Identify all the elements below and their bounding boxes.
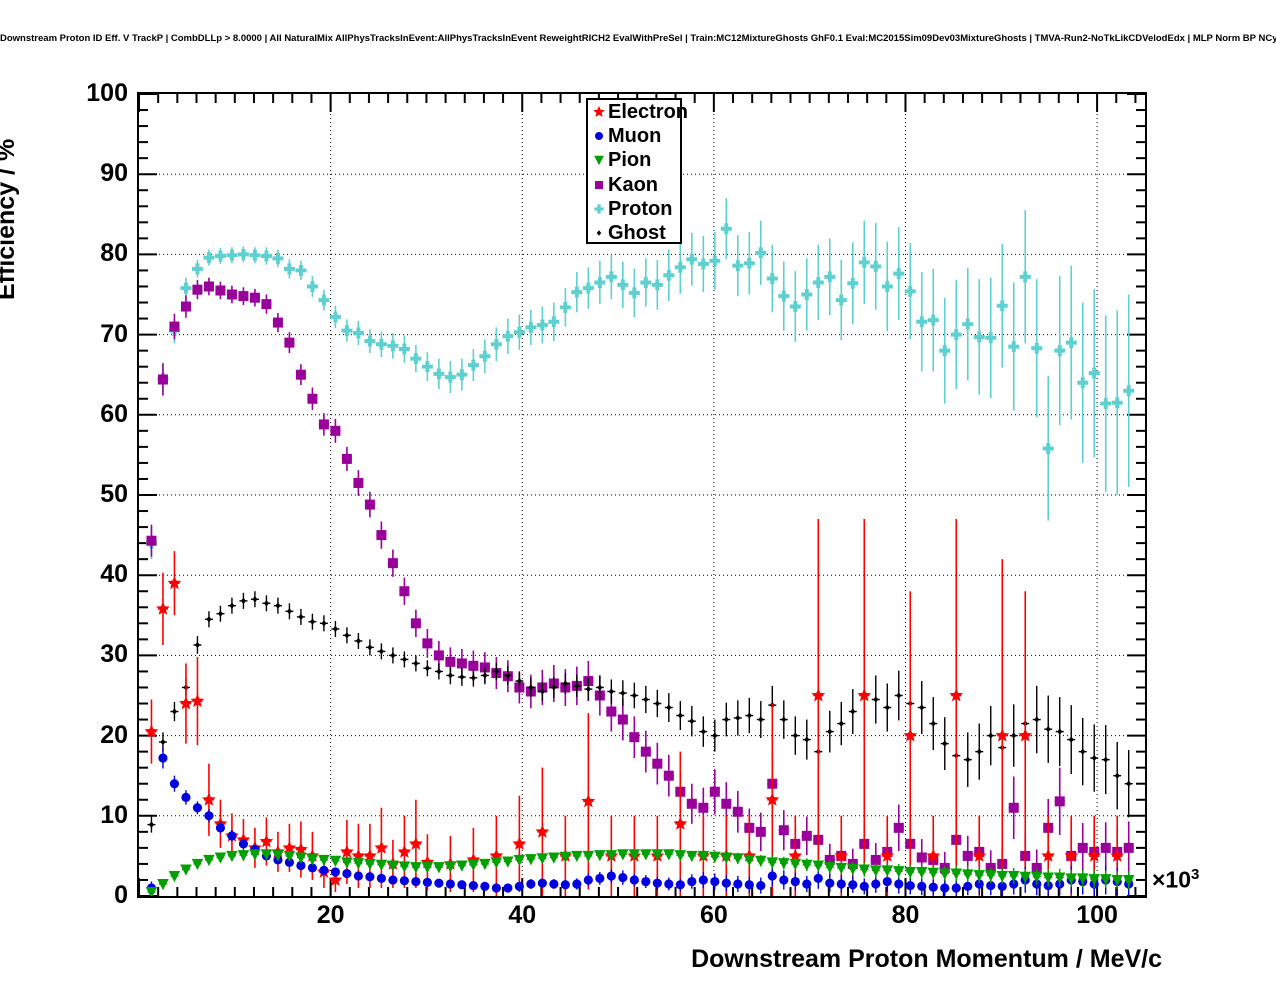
series-ghost [147, 591, 1133, 833]
x-axis-title: Downstream Proton Momentum / MeV/c [691, 945, 1162, 973]
y-tick-label: 70 [100, 319, 128, 348]
axis-ticks [139, 94, 1145, 896]
y-tick-label: 100 [86, 79, 128, 107]
y-tick-label: 80 [100, 239, 128, 268]
legend-item-muon[interactable]: Muon [588, 124, 680, 148]
data-layer [139, 94, 1145, 896]
y-tick-label: 0 [114, 881, 128, 909]
x-axis-tick-labels: 20 40 60 80 100 [0, 903, 1276, 943]
square-icon [591, 176, 607, 194]
series-kaon [146, 277, 1134, 887]
triangle-up-icon [591, 103, 607, 121]
series-muon [146, 747, 1134, 896]
legend-item-ghost[interactable]: Ghost [588, 221, 680, 245]
page-title: Downstream Proton ID Eff. V TrackP | Com… [0, 33, 1276, 44]
grid-lines [139, 94, 1145, 896]
legend-item-label: Kaon [608, 173, 658, 196]
circle-icon [591, 127, 607, 145]
diamond-icon [591, 224, 607, 242]
series-pion [145, 849, 1135, 896]
legend-item-proton[interactable]: Proton [588, 197, 680, 221]
y-tick-label: 50 [100, 480, 128, 508]
legend-item-electron[interactable]: Electron [588, 100, 688, 124]
y-tick-label: 60 [100, 399, 128, 428]
x-axis-multiplier: ×103 [1152, 866, 1199, 894]
y-tick-label: 20 [100, 720, 128, 749]
cross-icon [591, 200, 607, 218]
x-tick-label: 40 [508, 901, 537, 929]
legend-item-label: Electron [608, 101, 689, 124]
x-tick-label: 80 [891, 901, 920, 929]
y-tick-label: 10 [100, 800, 128, 829]
x-axis-multiplier-base: ×10 [1152, 866, 1192, 893]
x-tick-label: 100 [1076, 901, 1118, 929]
y-tick-label: 40 [100, 560, 128, 589]
x-tick-label: 20 [316, 901, 345, 929]
series-proton [145, 198, 1135, 560]
x-axis-multiplier-exponent: 3 [1191, 866, 1200, 883]
y-tick-label: 30 [100, 640, 128, 669]
legend-item-label: Muon [608, 125, 662, 148]
legend-item-kaon[interactable]: Kaon [588, 173, 680, 197]
y-axis-title: Efficiency / % [0, 139, 20, 300]
legend-item-label: Proton [608, 197, 673, 220]
x-tick-label: 60 [699, 901, 728, 929]
y-tick-label: 90 [100, 159, 128, 188]
triangle-down-icon [591, 151, 607, 169]
legend-item-pion[interactable]: Pion [588, 148, 680, 172]
legend-item-label: Pion [608, 149, 652, 172]
y-axis-tick-labels: 0 10 20 30 40 50 60 70 80 90 100 [0, 0, 128, 996]
legend-item-label: Ghost [608, 222, 666, 245]
legend: Electron Muon Pion Kaon Proton Ghost [586, 98, 688, 245]
